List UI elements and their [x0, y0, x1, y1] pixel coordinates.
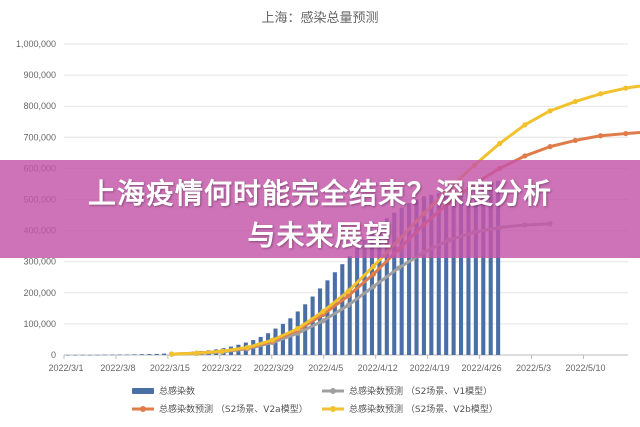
series-point — [320, 318, 326, 324]
series-point — [623, 130, 629, 137]
bar — [147, 354, 152, 355]
x-tick-label: 2022/3/15 — [150, 363, 190, 373]
x-tick-label: 2022/4/5 — [308, 363, 343, 373]
bar — [421, 196, 426, 355]
bar — [458, 188, 464, 355]
x-tick-label: 2022/3/29 — [254, 363, 294, 373]
series-point — [370, 271, 377, 277]
series-point — [572, 137, 578, 144]
series-point — [547, 144, 553, 150]
bar — [384, 218, 389, 355]
bar — [466, 187, 471, 355]
legend-label: 总感染数预测 （S2场景、V2a模型） — [159, 403, 308, 415]
series-point — [295, 325, 301, 332]
bar — [414, 199, 419, 355]
series-point — [320, 308, 326, 315]
bar — [125, 354, 130, 356]
bar — [362, 239, 367, 355]
legend-label: 总感染数 — [159, 385, 195, 397]
bar — [444, 191, 449, 355]
bar — [117, 354, 122, 356]
legend-swatch — [132, 388, 154, 394]
legend-marker — [330, 388, 336, 394]
banner-subheadline: 与未来展望 — [247, 219, 393, 252]
bar — [80, 354, 85, 356]
series-point — [623, 85, 629, 91]
series-point — [497, 140, 503, 147]
x-tick-label: 2022/3/1 — [48, 363, 83, 373]
legend-label: 总感染数预测 （S2场景、V1模型） — [349, 385, 492, 397]
x-tick-label: 2022/5/3 — [516, 363, 551, 373]
y-tick-label: 900,000 — [23, 70, 56, 80]
chart-title: 上海：感染总量预测 — [261, 10, 378, 26]
y-tick-label: 200,000 — [23, 288, 56, 298]
bar — [132, 354, 137, 355]
series-point — [522, 122, 528, 128]
bar — [102, 354, 107, 356]
bar — [399, 207, 404, 355]
bar — [496, 180, 501, 355]
series-point — [522, 153, 528, 159]
title-banner — [0, 160, 640, 258]
series-point — [345, 293, 351, 299]
bar — [355, 248, 360, 355]
series-point — [169, 351, 175, 357]
y-tick-label: 100,000 — [23, 319, 56, 329]
y-tick-label: 0 — [51, 350, 56, 360]
series-point — [345, 288, 351, 294]
bar — [481, 183, 486, 355]
x-tick-label: 2022/5/10 — [565, 363, 605, 373]
bar — [87, 354, 93, 356]
bar — [429, 194, 434, 355]
bar — [95, 354, 100, 356]
series-point — [269, 337, 276, 343]
series-point — [597, 133, 604, 139]
series-point — [244, 344, 250, 351]
x-tick-label: 2022/4/26 — [462, 363, 502, 373]
bar — [451, 190, 456, 355]
legend-label: 总感染数预测 （S2场景、V2b模型） — [349, 403, 498, 415]
series-point — [396, 265, 402, 271]
series-point — [194, 350, 200, 356]
bar — [369, 232, 375, 355]
y-tick-label: 700,000 — [23, 132, 56, 142]
x-tick-label: 2022/4/12 — [358, 363, 398, 373]
bar — [139, 354, 144, 355]
bar — [488, 182, 493, 355]
bar — [377, 224, 382, 355]
bar — [392, 212, 397, 355]
series-point — [597, 91, 604, 97]
x-axis: 2022/3/1 2022/3/8 2022/3/15 2022/3/22 2022/3… — [48, 354, 628, 373]
series-point — [547, 108, 553, 114]
legend: 总感染数 总感染数预测 （S2场景、V1模型） 总感染数预测 （S2场景、V2a模型… — [132, 385, 498, 415]
legend-marker — [330, 406, 336, 412]
series-point — [572, 98, 578, 105]
x-tick-label: 2022/3/8 — [100, 363, 135, 373]
bar — [473, 185, 478, 355]
bar — [154, 353, 159, 355]
bar — [73, 354, 78, 356]
bar — [65, 354, 70, 356]
series-point — [370, 263, 377, 269]
y-tick-label: 1,000,000 — [16, 39, 56, 49]
legend-marker — [140, 406, 146, 412]
bar — [407, 203, 412, 355]
banner-headline: 上海疫情何时能完全结束？深度分析 — [87, 177, 552, 210]
x-tick-label: 2022/3/22 — [202, 363, 242, 373]
bar — [110, 354, 115, 356]
bar — [436, 193, 441, 355]
bar — [162, 353, 167, 355]
y-tick-label: 800,000 — [23, 101, 56, 111]
series-point — [345, 302, 351, 308]
x-tick-label: 2022/4/19 — [410, 363, 450, 373]
series-point — [219, 348, 225, 354]
y-tick-label: 300,000 — [23, 257, 56, 267]
series-point — [370, 283, 377, 290]
